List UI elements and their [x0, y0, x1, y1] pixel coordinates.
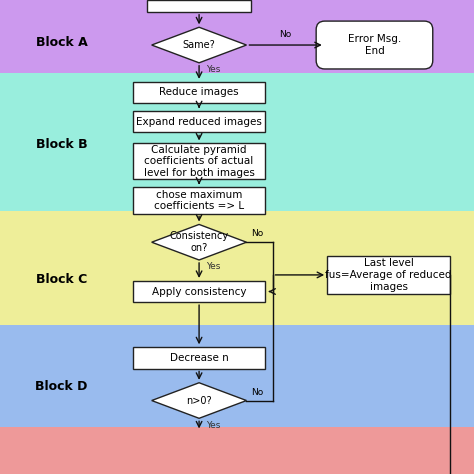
Bar: [0, 325, 474, 427]
Text: Last level
fus=Average of reduced
images: Last level fus=Average of reduced images: [326, 258, 452, 292]
Text: Error Msg.
End: Error Msg. End: [348, 34, 401, 56]
Bar: [0, 0, 474, 73]
Polygon shape: [152, 27, 246, 63]
FancyBboxPatch shape: [316, 21, 433, 69]
Bar: [0, 427, 474, 474]
Text: No: No: [251, 388, 264, 397]
Text: n>0?: n>0?: [186, 395, 212, 406]
FancyBboxPatch shape: [133, 281, 265, 302]
Text: Same?: Same?: [182, 40, 216, 50]
Text: Block B: Block B: [36, 138, 87, 151]
FancyBboxPatch shape: [147, 0, 251, 12]
Text: Consistency
on?: Consistency on?: [170, 231, 228, 253]
Text: chose maximum
coefficients => L: chose maximum coefficients => L: [154, 190, 244, 211]
Text: Block A: Block A: [36, 36, 88, 49]
FancyBboxPatch shape: [133, 143, 265, 179]
Bar: [0, 73, 474, 211]
Text: No: No: [280, 30, 292, 39]
Polygon shape: [152, 383, 246, 419]
FancyBboxPatch shape: [133, 188, 265, 213]
Text: Reduce images: Reduce images: [159, 87, 239, 98]
Text: Expand reduced images: Expand reduced images: [136, 117, 262, 127]
FancyBboxPatch shape: [133, 347, 265, 369]
Text: Yes: Yes: [206, 421, 220, 429]
Text: Block D: Block D: [36, 380, 88, 393]
FancyBboxPatch shape: [133, 82, 265, 103]
Bar: [0, 211, 474, 325]
Text: Calculate pyramid
coefficients of actual
level for both images: Calculate pyramid coefficients of actual…: [144, 145, 255, 178]
Text: Block C: Block C: [36, 273, 87, 286]
Text: Decrease n: Decrease n: [170, 353, 228, 363]
Polygon shape: [152, 225, 246, 260]
FancyBboxPatch shape: [327, 256, 450, 294]
Text: No: No: [251, 229, 264, 238]
Text: Yes: Yes: [206, 263, 220, 271]
FancyBboxPatch shape: [133, 111, 265, 133]
Text: Yes: Yes: [206, 65, 220, 74]
Text: Apply consistency: Apply consistency: [152, 286, 246, 297]
